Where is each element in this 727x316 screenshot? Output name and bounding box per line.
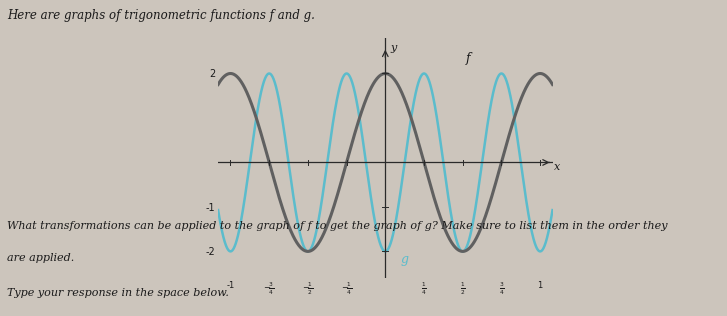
Text: What transformations can be applied to the graph of f to get the graph of g? Mak: What transformations can be applied to t…: [7, 221, 668, 231]
Text: f: f: [466, 52, 470, 65]
Text: Here are graphs of trigonometric functions f and g.: Here are graphs of trigonometric functio…: [7, 9, 315, 22]
Text: are applied.: are applied.: [7, 253, 75, 263]
Text: g: g: [401, 252, 409, 265]
Text: y: y: [390, 43, 396, 53]
Text: x: x: [554, 162, 561, 173]
Text: Type your response in the space below.: Type your response in the space below.: [7, 288, 229, 298]
